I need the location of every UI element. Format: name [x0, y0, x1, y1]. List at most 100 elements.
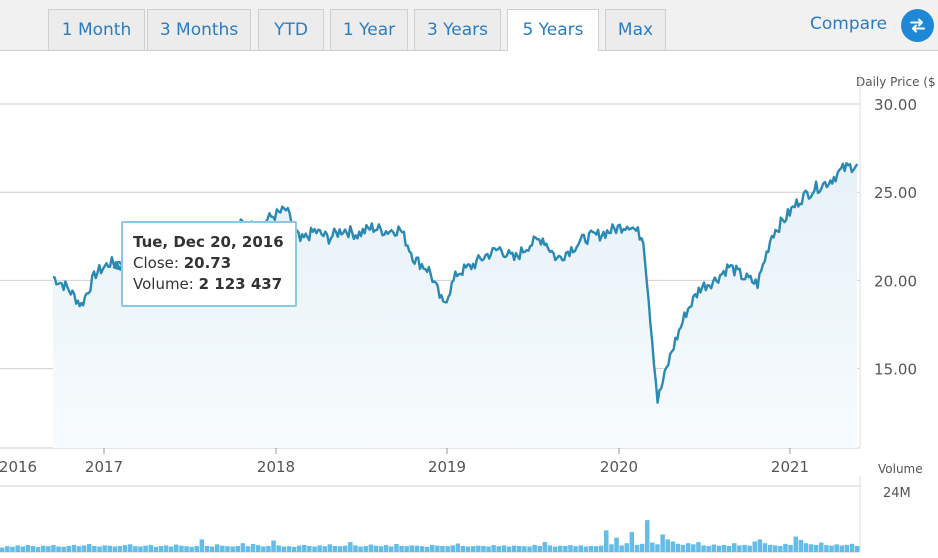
volume-bar: [686, 543, 691, 552]
y-tick-label: 15.00: [874, 361, 917, 379]
volume-bar: [465, 546, 471, 552]
volume-bar: [394, 544, 399, 552]
volume-bar: [645, 520, 650, 552]
volume-bar: [20, 546, 25, 552]
volume-bar: [829, 545, 834, 552]
volume-bar: [348, 542, 353, 552]
volume-bar: [302, 544, 307, 553]
compare-button[interactable]: [901, 9, 934, 42]
volume-bar: [117, 546, 123, 552]
volume-bar: [609, 544, 614, 552]
volume-bar: [158, 546, 164, 552]
volume-bar: [163, 545, 169, 552]
volume-bar: [634, 544, 640, 553]
volume-bar: [194, 546, 199, 552]
volume-bar: [624, 543, 629, 552]
volume-bar: [517, 546, 522, 552]
volume-bar: [337, 546, 343, 552]
volume-bar: [655, 544, 660, 552]
volume-bar: [424, 546, 430, 552]
volume-bar: [430, 544, 435, 553]
volume-bar: [56, 546, 61, 552]
volume-bar: [97, 546, 102, 552]
volume-bar: [778, 546, 783, 552]
volume-bar: [215, 544, 220, 552]
volume-bar: [30, 546, 36, 552]
range-toolbar: 1 Month 3 Months YTD 1 Year 3 Years 5 Years Ma…: [0, 0, 938, 51]
volume-bar: [445, 546, 450, 552]
volume-bar: [552, 546, 558, 552]
tab-1-month[interactable]: 1 Month: [48, 9, 145, 50]
volume-bar: [793, 536, 798, 552]
volume-bar: [204, 546, 210, 552]
volume-bar: [322, 546, 327, 552]
volume-bar: [128, 544, 133, 552]
volume-bar: [665, 539, 670, 553]
volume-bar: [353, 545, 358, 552]
volume-bar: [573, 546, 578, 552]
volume-bar: [619, 545, 624, 552]
tab-5-years[interactable]: 5 Years: [507, 9, 599, 51]
volume-bar: [450, 545, 455, 552]
volume-bar: [61, 546, 66, 552]
volume-bar: [35, 547, 41, 552]
volume-bar: [66, 546, 71, 552]
volume-bar: [696, 542, 701, 552]
volume-bar: [373, 545, 379, 552]
volume-bar: [368, 544, 374, 552]
volume-bar: [629, 531, 635, 552]
volume-bar: [496, 546, 501, 552]
volume-bar: [71, 544, 77, 553]
volume-bar: [102, 545, 107, 552]
x-tick-label: 2020: [600, 458, 638, 476]
x-tick-label: 2018: [257, 458, 295, 476]
volume-bar: [558, 545, 563, 552]
volume-bar: [732, 543, 737, 552]
volume-bar: [0, 547, 5, 552]
volume-bar: [788, 544, 793, 553]
volume-bar: [378, 546, 384, 552]
volume-bar: [122, 545, 128, 552]
volume-bar: [138, 546, 143, 552]
volume-bar: [81, 545, 87, 552]
volume-bar: [752, 541, 757, 552]
volume-bar: [332, 546, 338, 552]
volume-bar: [143, 545, 148, 552]
volume-bar: [511, 545, 517, 552]
volume-bar: [757, 539, 763, 553]
volume-bar: [307, 546, 312, 552]
volume-bar: [849, 543, 855, 553]
volume-bar: [148, 544, 153, 553]
volume-bar: [542, 542, 548, 552]
tab-3-years[interactable]: 3 Years: [414, 9, 501, 50]
compare-link[interactable]: Compare: [810, 14, 888, 34]
volume-bar: [583, 546, 589, 552]
volume-bar: [773, 545, 778, 552]
x-tick-label: 2021: [771, 458, 809, 476]
volume-bar: [834, 544, 839, 552]
volume-bar: [5, 546, 10, 552]
tab-3-months[interactable]: 3 Months: [147, 9, 251, 50]
volume-bar: [133, 546, 138, 552]
volume-bar: [15, 545, 20, 552]
volume-bar: [819, 542, 824, 552]
volume-bar: [491, 545, 496, 552]
volume-bar: [691, 544, 696, 552]
volume-bar: [107, 545, 112, 552]
tab-max[interactable]: Max: [605, 9, 666, 50]
volume-bar: [598, 545, 604, 552]
tab-ytd[interactable]: YTD: [258, 9, 324, 50]
volume-bar: [813, 544, 819, 553]
volume-bar: [650, 542, 655, 552]
volume-bar: [271, 540, 276, 552]
volume-bar: [184, 546, 189, 552]
volume-bar: [240, 543, 246, 552]
volume-bar: [276, 545, 281, 552]
tab-1-year[interactable]: 1 Year: [330, 9, 408, 50]
volume-bar: [383, 545, 389, 552]
volume-bar: [291, 546, 297, 552]
volume-bar: [660, 534, 665, 552]
swap-arrows-icon: [910, 18, 925, 33]
price-axis-title: Daily Price ($: [856, 75, 936, 89]
volume-bar: [547, 545, 553, 552]
